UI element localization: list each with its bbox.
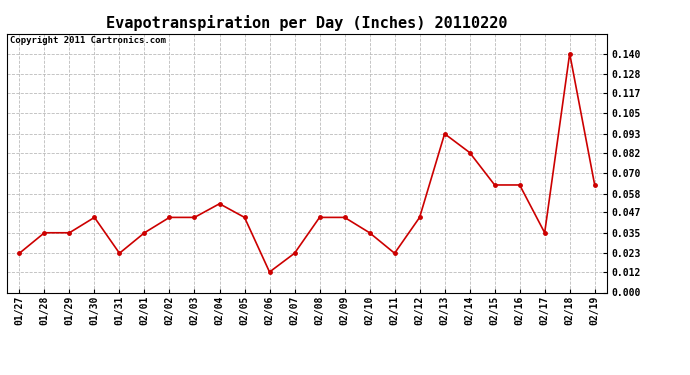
Title: Evapotranspiration per Day (Inches) 20110220: Evapotranspiration per Day (Inches) 2011… <box>106 15 508 31</box>
Text: Copyright 2011 Cartronics.com: Copyright 2011 Cartronics.com <box>10 36 166 45</box>
